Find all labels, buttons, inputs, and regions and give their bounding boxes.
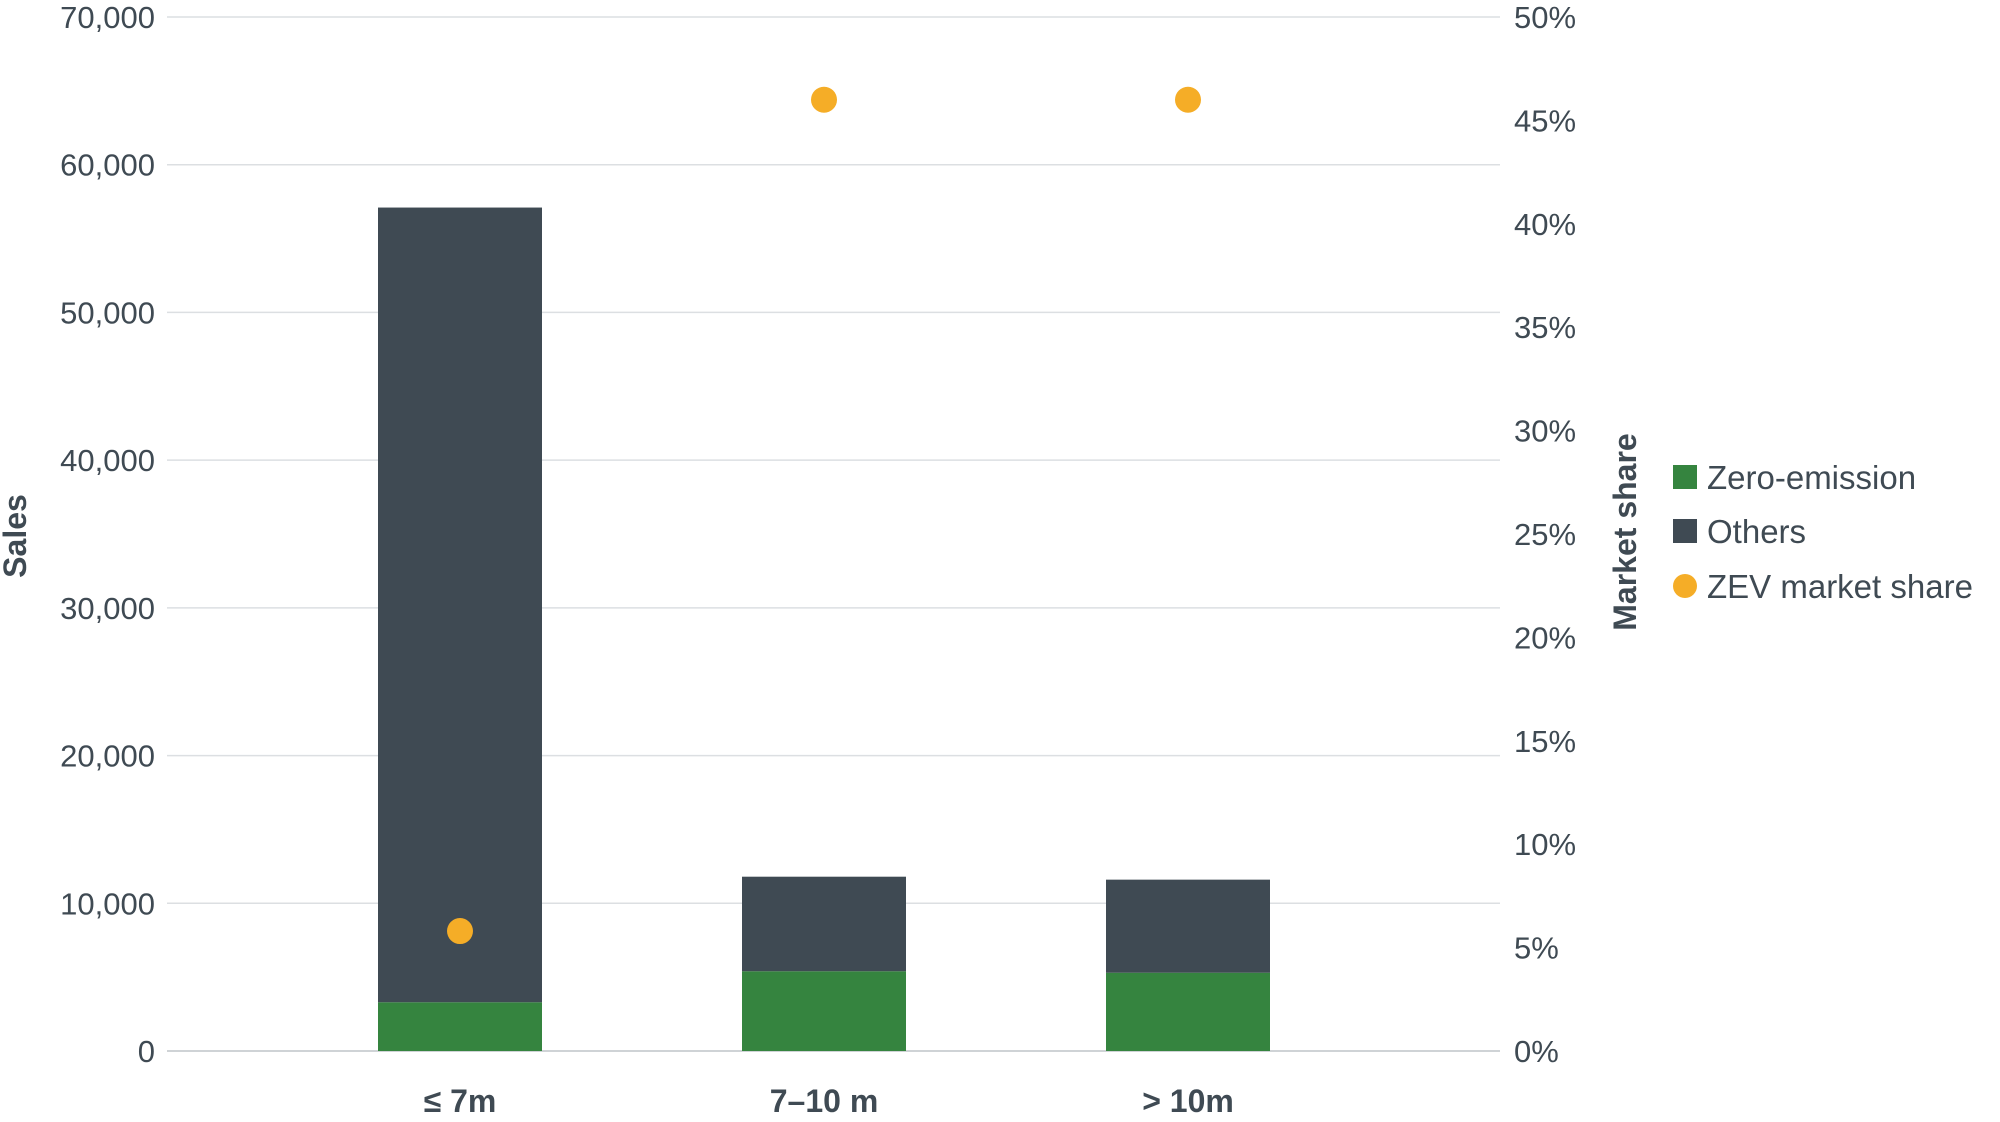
x-category-label: ≤ 7m xyxy=(424,1083,497,1119)
legend-swatch xyxy=(1673,519,1697,543)
legend-label: ZEV market share xyxy=(1707,568,1973,605)
zev-market-share-point xyxy=(1175,86,1201,113)
y-tick-label-left: 30,000 xyxy=(60,591,155,626)
bars xyxy=(378,207,1270,1051)
y-tick-label-right: 50% xyxy=(1514,0,1576,35)
zev-market-share-point xyxy=(811,86,837,113)
legend-swatch-dot xyxy=(1673,574,1697,598)
y-tick-label-left: 20,000 xyxy=(60,739,155,774)
x-category-label: > 10m xyxy=(1142,1083,1234,1119)
y-tick-label-left: 0 xyxy=(138,1034,155,1069)
y-tick-label-right: 45% xyxy=(1514,103,1576,138)
y-axis-title-left: Sales xyxy=(0,494,33,578)
y-tick-label-right: 5% xyxy=(1514,931,1559,966)
legend-label: Zero-emission xyxy=(1707,459,1916,496)
y-tick-label-left: 40,000 xyxy=(60,443,155,478)
y-tick-label-right: 35% xyxy=(1514,310,1576,345)
category-labels: ≤ 7m 7–10 m > 10m xyxy=(424,1083,1234,1119)
legend-swatch xyxy=(1673,465,1697,489)
y-tick-label-right: 15% xyxy=(1514,724,1576,759)
y-tick-label-left: 10,000 xyxy=(60,886,155,921)
left-axis-ticks: 0 10,000 20,000 30,000 40,000 50,000 60,000 70,… xyxy=(60,0,155,1069)
legend-label: Others xyxy=(1707,513,1806,550)
zev-market-share-point xyxy=(447,918,473,945)
y-tick-label-right: 25% xyxy=(1514,517,1576,552)
bar-zero-emission xyxy=(742,971,906,1051)
bar-others xyxy=(742,876,906,972)
y-axis-title-right: Market share xyxy=(1607,433,1643,630)
y-tick-label-left: 70,000 xyxy=(60,0,155,35)
market-share-points xyxy=(447,86,1201,945)
right-axis-ticks: 0% 5% 10% 15% 20% 25% 30% 35% 40% 45% 50% xyxy=(1514,0,1576,1069)
bar-others xyxy=(1106,879,1270,973)
y-tick-label-left: 50,000 xyxy=(60,295,155,330)
legend: Zero-emission Others ZEV market share xyxy=(1673,459,1973,605)
y-tick-label-right: 0% xyxy=(1514,1034,1559,1069)
y-tick-label-right: 10% xyxy=(1514,827,1576,862)
x-category-label: 7–10 m xyxy=(770,1083,879,1119)
bar-zero-emission xyxy=(378,1002,542,1051)
bar-zero-emission xyxy=(1106,972,1270,1051)
y-tick-label-right: 40% xyxy=(1514,207,1576,242)
y-tick-label-left: 60,000 xyxy=(60,148,155,183)
y-tick-label-right: 30% xyxy=(1514,414,1576,449)
bar-others xyxy=(378,207,542,1003)
y-tick-label-right: 20% xyxy=(1514,620,1576,655)
